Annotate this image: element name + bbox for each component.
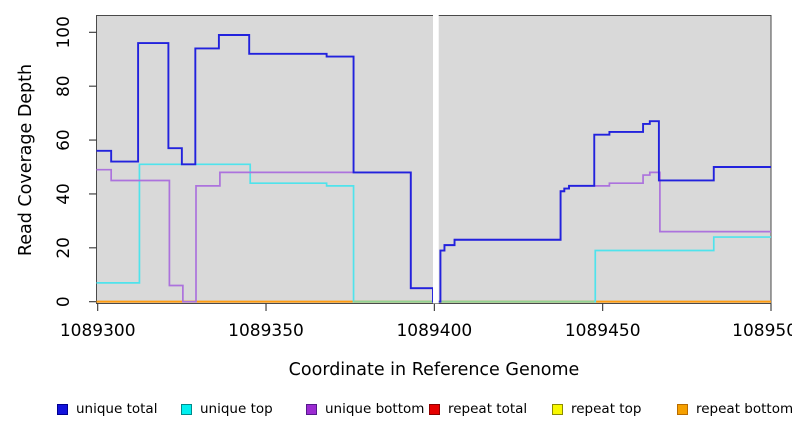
- legend-item-repeat-bottom: repeat bottom: [677, 401, 792, 417]
- legend-label: unique total: [76, 401, 158, 417]
- legend-label: unique top: [200, 401, 273, 417]
- legend-label: repeat bottom: [696, 401, 792, 417]
- y-tick-label: 80: [54, 75, 74, 97]
- y-tick-label: 0: [54, 296, 74, 307]
- unique-total-swatch-icon: [57, 403, 68, 415]
- legend-label: repeat total: [448, 401, 528, 417]
- x-tick-label: 1089450: [565, 321, 641, 341]
- x-axis-title: Coordinate in Reference Genome: [288, 360, 580, 380]
- repeat-top-swatch-icon: [552, 403, 563, 415]
- legend-item-repeat-total: repeat total: [429, 401, 527, 417]
- y-axis-title: Read Coverage Depth: [16, 63, 36, 257]
- unique-top-swatch-icon: [181, 403, 192, 415]
- legend-label: repeat top: [571, 401, 642, 417]
- y-tick-label: 40: [54, 183, 74, 205]
- legend-item-unique-total: unique total: [57, 401, 157, 417]
- legend-item-repeat-top: repeat top: [552, 401, 641, 417]
- unique-bottom-swatch-icon: [306, 403, 317, 415]
- legend-item-unique-top: unique top: [181, 401, 273, 417]
- x-tick-label: 1089400: [396, 321, 472, 341]
- y-tick-label: 100: [54, 16, 74, 48]
- y-tick-label: 20: [54, 237, 74, 259]
- unique-total-line: [96, 34, 771, 303]
- legend-item-unique-bottom: unique bottom: [306, 401, 424, 417]
- x-tick-label: 1089350: [228, 321, 304, 341]
- repeat-bottom-swatch-icon: [677, 403, 688, 415]
- x-tick-label: 1089300: [60, 321, 136, 341]
- y-tick-label: 60: [54, 129, 74, 151]
- repeat-total-swatch-icon: [429, 403, 440, 415]
- missing-data-band: [433, 10, 439, 304]
- legend-label: unique bottom: [325, 401, 425, 417]
- unique-top-line: [96, 163, 771, 303]
